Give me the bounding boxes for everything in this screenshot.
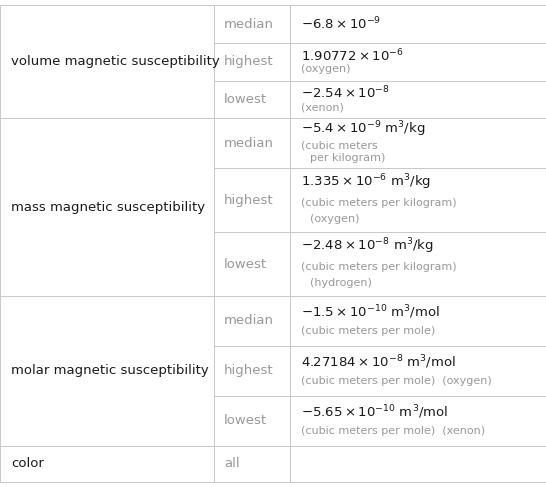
Text: lowest: lowest — [224, 258, 267, 270]
Text: volume magnetic susceptibility: volume magnetic susceptibility — [11, 56, 219, 68]
Text: median: median — [224, 137, 274, 150]
Bar — [214, 5, 290, 43]
Text: $-1.5\times10^{-10}$ m$^3$/mol: $-1.5\times10^{-10}$ m$^3$/mol — [301, 303, 440, 321]
Text: (cubic meters per kilogram): (cubic meters per kilogram) — [301, 262, 457, 272]
Text: highest: highest — [224, 56, 274, 68]
Text: (oxygen): (oxygen) — [301, 64, 351, 75]
Text: (hydrogen): (hydrogen) — [310, 278, 371, 288]
Text: (cubic meters: (cubic meters — [301, 140, 378, 150]
Text: (xenon): (xenon) — [301, 102, 345, 112]
Text: (cubic meters per kilogram): (cubic meters per kilogram) — [301, 198, 457, 208]
Text: median: median — [224, 314, 274, 327]
Text: (cubic meters per mole)  (xenon): (cubic meters per mole) (xenon) — [301, 426, 485, 436]
Text: (oxygen): (oxygen) — [310, 214, 359, 225]
Bar — [0, 446, 214, 482]
Bar — [214, 396, 290, 446]
Bar — [290, 296, 546, 346]
Text: median: median — [224, 18, 274, 31]
Text: $1.90772\times10^{-6}$: $1.90772\times10^{-6}$ — [301, 47, 404, 64]
Bar — [290, 396, 546, 446]
Bar — [290, 446, 546, 482]
Bar — [290, 169, 546, 232]
Bar — [290, 5, 546, 43]
Text: molar magnetic susceptibility: molar magnetic susceptibility — [11, 364, 209, 377]
Bar — [0, 5, 214, 118]
Text: $-5.4\times10^{-9}$ m$^3$/kg: $-5.4\times10^{-9}$ m$^3$/kg — [301, 120, 426, 139]
Text: all: all — [224, 457, 240, 470]
Text: lowest: lowest — [224, 93, 267, 106]
Text: $1.335\times10^{-6}$ m$^3$/kg: $1.335\times10^{-6}$ m$^3$/kg — [301, 172, 431, 192]
Text: $4.27184\times10^{-8}$ m$^3$/mol: $4.27184\times10^{-8}$ m$^3$/mol — [301, 354, 456, 371]
Text: (cubic meters per mole): (cubic meters per mole) — [301, 326, 436, 336]
Bar — [290, 232, 546, 296]
Bar — [214, 118, 290, 169]
Bar — [290, 346, 546, 396]
Text: highest: highest — [224, 194, 274, 207]
Bar — [0, 118, 214, 296]
Text: (cubic meters per mole)  (oxygen): (cubic meters per mole) (oxygen) — [301, 376, 492, 386]
Bar — [214, 169, 290, 232]
Bar — [214, 81, 290, 118]
Text: mass magnetic susceptibility: mass magnetic susceptibility — [11, 201, 205, 214]
Bar — [214, 296, 290, 346]
Bar — [290, 43, 546, 81]
Text: highest: highest — [224, 364, 274, 377]
Text: $-2.54\times10^{-8}$: $-2.54\times10^{-8}$ — [301, 85, 390, 101]
Bar — [290, 81, 546, 118]
Bar — [0, 296, 214, 446]
Text: color: color — [11, 457, 44, 470]
Bar — [214, 346, 290, 396]
Text: $-5.65\times10^{-10}$ m$^3$/mol: $-5.65\times10^{-10}$ m$^3$/mol — [301, 403, 449, 421]
Bar — [290, 118, 546, 169]
Text: $-6.8\times10^{-9}$: $-6.8\times10^{-9}$ — [301, 16, 382, 33]
Text: lowest: lowest — [224, 414, 267, 427]
Bar — [214, 43, 290, 81]
Text: per kilogram): per kilogram) — [310, 153, 385, 164]
Bar — [214, 232, 290, 296]
Bar — [214, 446, 290, 482]
Text: $-2.48\times10^{-8}$ m$^3$/kg: $-2.48\times10^{-8}$ m$^3$/kg — [301, 236, 434, 256]
